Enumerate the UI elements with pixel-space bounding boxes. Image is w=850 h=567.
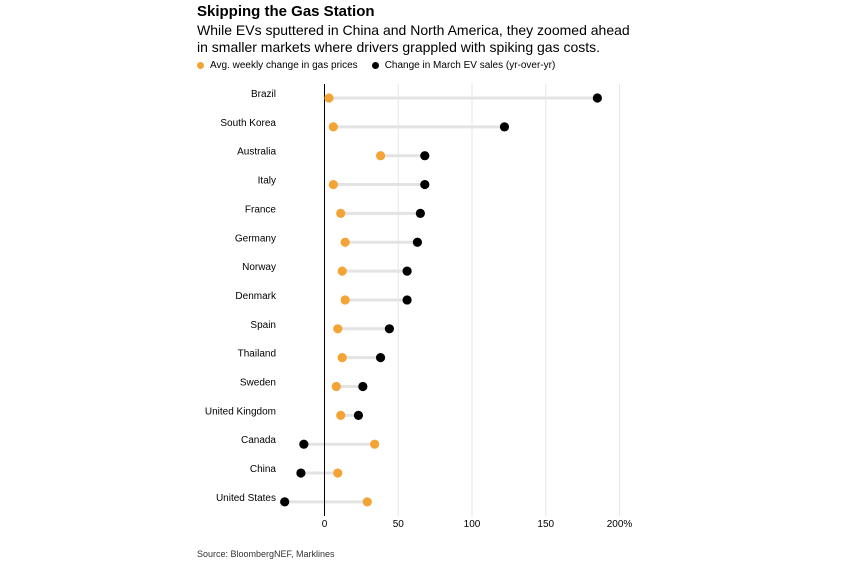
ev-dot-united-kingdom	[353, 410, 364, 420]
category-label-brazil: Brazil	[251, 89, 276, 100]
ev-dot-norway	[402, 266, 412, 276]
ev-dot-brazil	[592, 93, 602, 103]
ev-dot-south-korea	[499, 122, 510, 132]
category-label-united-states: United States	[216, 493, 276, 504]
ev-dot-australia	[420, 151, 430, 161]
x-tick-label-0: 0	[322, 519, 328, 530]
category-label-canada: Canada	[241, 435, 276, 446]
ev-dot-germany	[412, 237, 423, 247]
category-label-spain: Spain	[250, 320, 276, 331]
legend-swatch-gas	[197, 62, 204, 69]
category-label-norway: Norway	[242, 262, 276, 273]
gas-dot-italy	[328, 179, 338, 190]
category-label-australia: Australia	[237, 147, 276, 158]
gas-dot-brazil	[324, 93, 334, 103]
ev-dot-united-states	[280, 497, 290, 507]
gas-dot-south-korea	[328, 122, 338, 132]
gas-dot-united-states	[362, 497, 372, 507]
category-label-denmark: Denmark	[235, 291, 277, 302]
x-tick-label-150: 150	[537, 519, 554, 530]
legend: Avg. weekly change in gas prices Change …	[197, 60, 569, 71]
legend-item-ev: Change in March EV sales (yr-over-yr)	[371, 60, 556, 71]
ev-dot-sweden	[358, 381, 368, 392]
category-label-thailand: Thailand	[238, 349, 276, 360]
gas-dot-australia	[375, 151, 386, 161]
source-note: Source: BloombergNEF, Marklines	[197, 549, 335, 559]
x-tick-label-200: 200%	[607, 519, 633, 530]
ev-dot-italy	[420, 179, 430, 190]
ev-dot-thailand	[375, 353, 386, 363]
gas-dot-denmark	[340, 295, 350, 305]
ev-dot-france	[415, 208, 425, 218]
legend-label-gas: Avg. weekly change in gas prices	[210, 60, 358, 71]
category-label-south-korea: South Korea	[220, 118, 276, 129]
legend-item-gas: Avg. weekly change in gas prices	[197, 60, 358, 71]
legend-label-ev: Change in March EV sales (yr-over-yr)	[384, 60, 556, 71]
ev-dot-denmark	[402, 295, 412, 305]
gas-dot-sweden	[331, 381, 341, 392]
gas-dot-norway	[337, 266, 347, 276]
gas-dot-united-kingdom	[336, 410, 346, 420]
category-label-united-kingdom: United Kingdom	[205, 406, 276, 417]
category-label-italy: Italy	[258, 176, 276, 187]
x-tick-label-100: 100	[464, 519, 481, 530]
ev-dot-canada	[299, 439, 309, 449]
gas-dot-canada	[370, 439, 380, 449]
gas-dot-spain	[333, 324, 343, 334]
category-label-china: China	[250, 464, 277, 475]
category-label-france: France	[245, 204, 277, 215]
x-tick-label-50: 50	[393, 519, 405, 530]
gas-dot-germany	[340, 237, 350, 247]
ev-dot-spain	[384, 324, 394, 334]
chart-subtitle: While EVs sputtered in China and North A…	[197, 22, 630, 55]
gas-dot-china	[333, 468, 343, 478]
legend-swatch-ev	[371, 62, 379, 69]
category-label-germany: Germany	[235, 233, 276, 244]
ev-dot-china	[296, 468, 306, 478]
gas-dot-thailand	[337, 353, 347, 363]
category-label-sweden: Sweden	[240, 378, 276, 389]
chart-title: Skipping the Gas Station	[197, 3, 375, 20]
gas-dot-france	[336, 208, 346, 218]
